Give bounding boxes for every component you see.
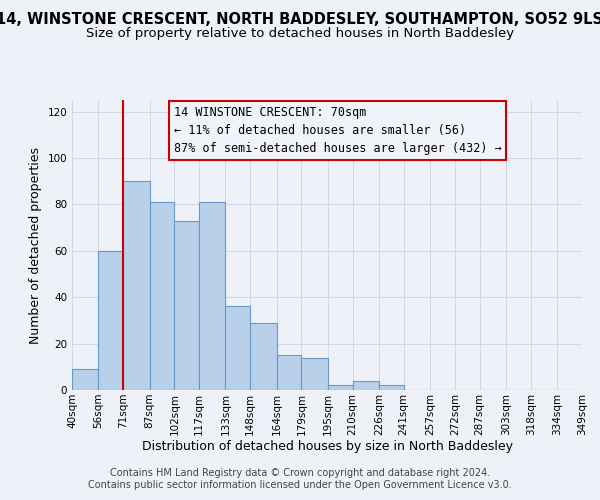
Bar	[328, 386, 353, 390]
Bar	[277, 355, 301, 390]
Bar	[175, 220, 199, 390]
Text: Contains HM Land Registry data © Crown copyright and database right 2024.: Contains HM Land Registry data © Crown c…	[110, 468, 490, 477]
X-axis label: Distribution of detached houses by size in North Baddesley: Distribution of detached houses by size …	[142, 440, 512, 454]
Bar	[98, 251, 123, 390]
Bar	[199, 202, 226, 390]
Bar	[149, 202, 175, 390]
Text: Contains public sector information licensed under the Open Government Licence v3: Contains public sector information licen…	[88, 480, 512, 490]
Bar	[226, 306, 250, 390]
Bar	[72, 369, 98, 390]
Bar	[301, 358, 328, 390]
Bar	[250, 322, 277, 390]
Text: 14, WINSTONE CRESCENT, NORTH BADDESLEY, SOUTHAMPTON, SO52 9LS: 14, WINSTONE CRESCENT, NORTH BADDESLEY, …	[0, 12, 600, 28]
Bar	[123, 181, 149, 390]
Text: Size of property relative to detached houses in North Baddesley: Size of property relative to detached ho…	[86, 28, 514, 40]
Bar	[353, 380, 379, 390]
Y-axis label: Number of detached properties: Number of detached properties	[29, 146, 42, 344]
Bar	[379, 386, 404, 390]
Text: 14 WINSTONE CRESCENT: 70sqm
← 11% of detached houses are smaller (56)
87% of sem: 14 WINSTONE CRESCENT: 70sqm ← 11% of det…	[174, 106, 502, 155]
